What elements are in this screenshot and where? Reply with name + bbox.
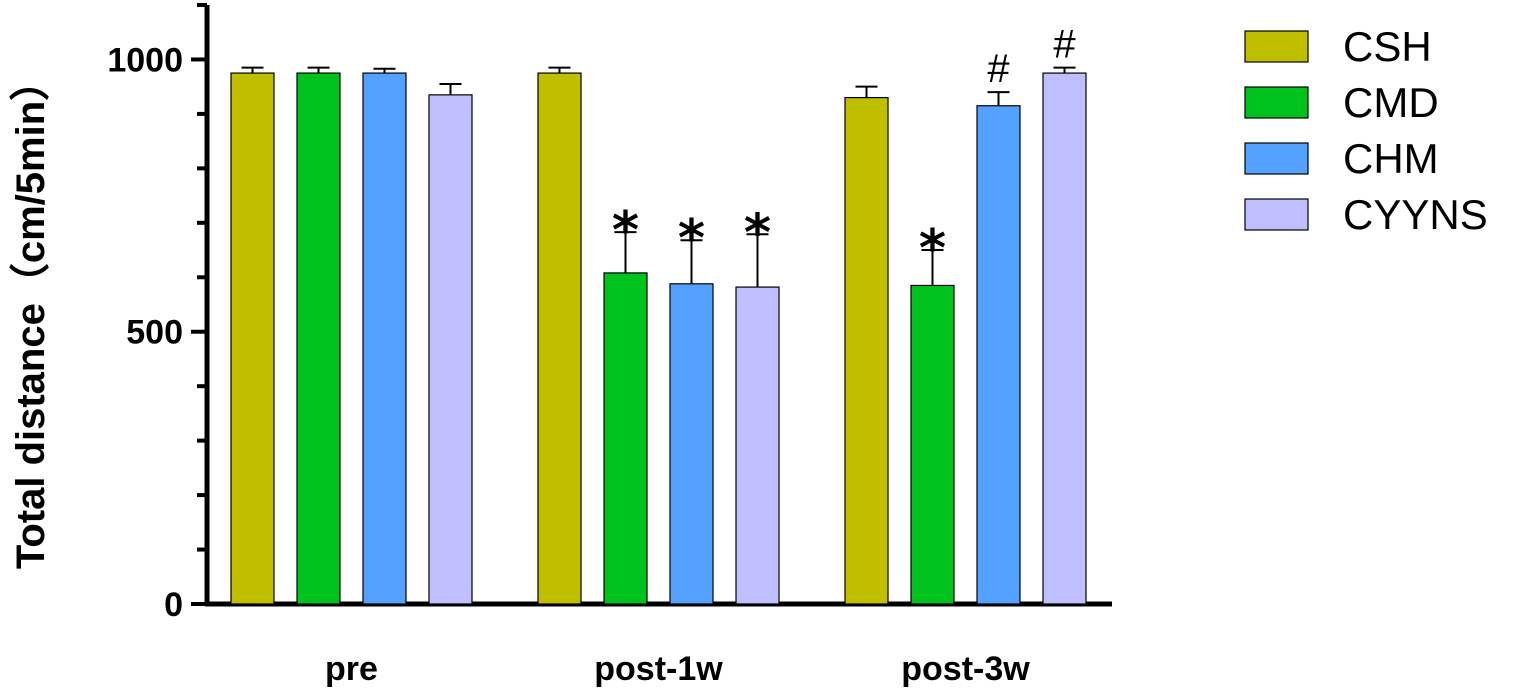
legend-swatch-cmd — [1244, 86, 1309, 119]
x-category-label: post-1w — [594, 650, 723, 688]
legend-label-csh: CSH — [1343, 23, 1432, 70]
bar-cmd-pre — [296, 72, 341, 605]
significance-star: * — [612, 201, 639, 261]
significance-star: * — [744, 203, 771, 263]
legend-label-chm: CHM — [1343, 135, 1439, 182]
bar-cyyns-post-1w — [735, 286, 780, 605]
significance-star: * — [678, 209, 705, 269]
y-tick-label: 500 — [126, 314, 183, 352]
bar-csh-post-1w — [537, 72, 582, 605]
significance-star: * — [919, 219, 946, 279]
bar-cmd-post-3w — [910, 284, 955, 605]
bar-cyyns-pre — [428, 94, 473, 605]
x-category-label: pre — [325, 650, 378, 688]
legend: CSH CMD CHM CYYNS — [1244, 23, 1488, 238]
bars: * * * * # # — [230, 23, 1087, 605]
bar-csh-pre — [230, 72, 275, 605]
significance-hash: # — [1053, 23, 1076, 67]
bar-csh-post-3w — [844, 96, 889, 605]
legend-label-cyyns: CYYNS — [1343, 191, 1488, 238]
significance-hash: # — [987, 47, 1010, 91]
y-tick-label: 0 — [164, 586, 183, 624]
y-tick-label: 1000 — [107, 41, 183, 79]
legend-swatch-chm — [1244, 142, 1309, 175]
axes: 0 500 1000 pre post-1w post-3w — [107, 3, 1112, 688]
bar-cmd-post-1w — [603, 272, 648, 605]
bar-chm-pre — [362, 72, 407, 605]
legend-label-cmd: CMD — [1343, 79, 1439, 126]
y-axis-label: Total distance（cm/5min） — [9, 61, 53, 569]
legend-swatch-cyyns — [1244, 198, 1309, 231]
legend-swatch-csh — [1244, 30, 1309, 63]
bar-chm-post-1w — [669, 283, 714, 605]
x-category-label: post-3w — [901, 650, 1030, 688]
bar-cyyns-post-3w — [1042, 72, 1087, 605]
bar-chm-post-3w — [976, 105, 1021, 605]
